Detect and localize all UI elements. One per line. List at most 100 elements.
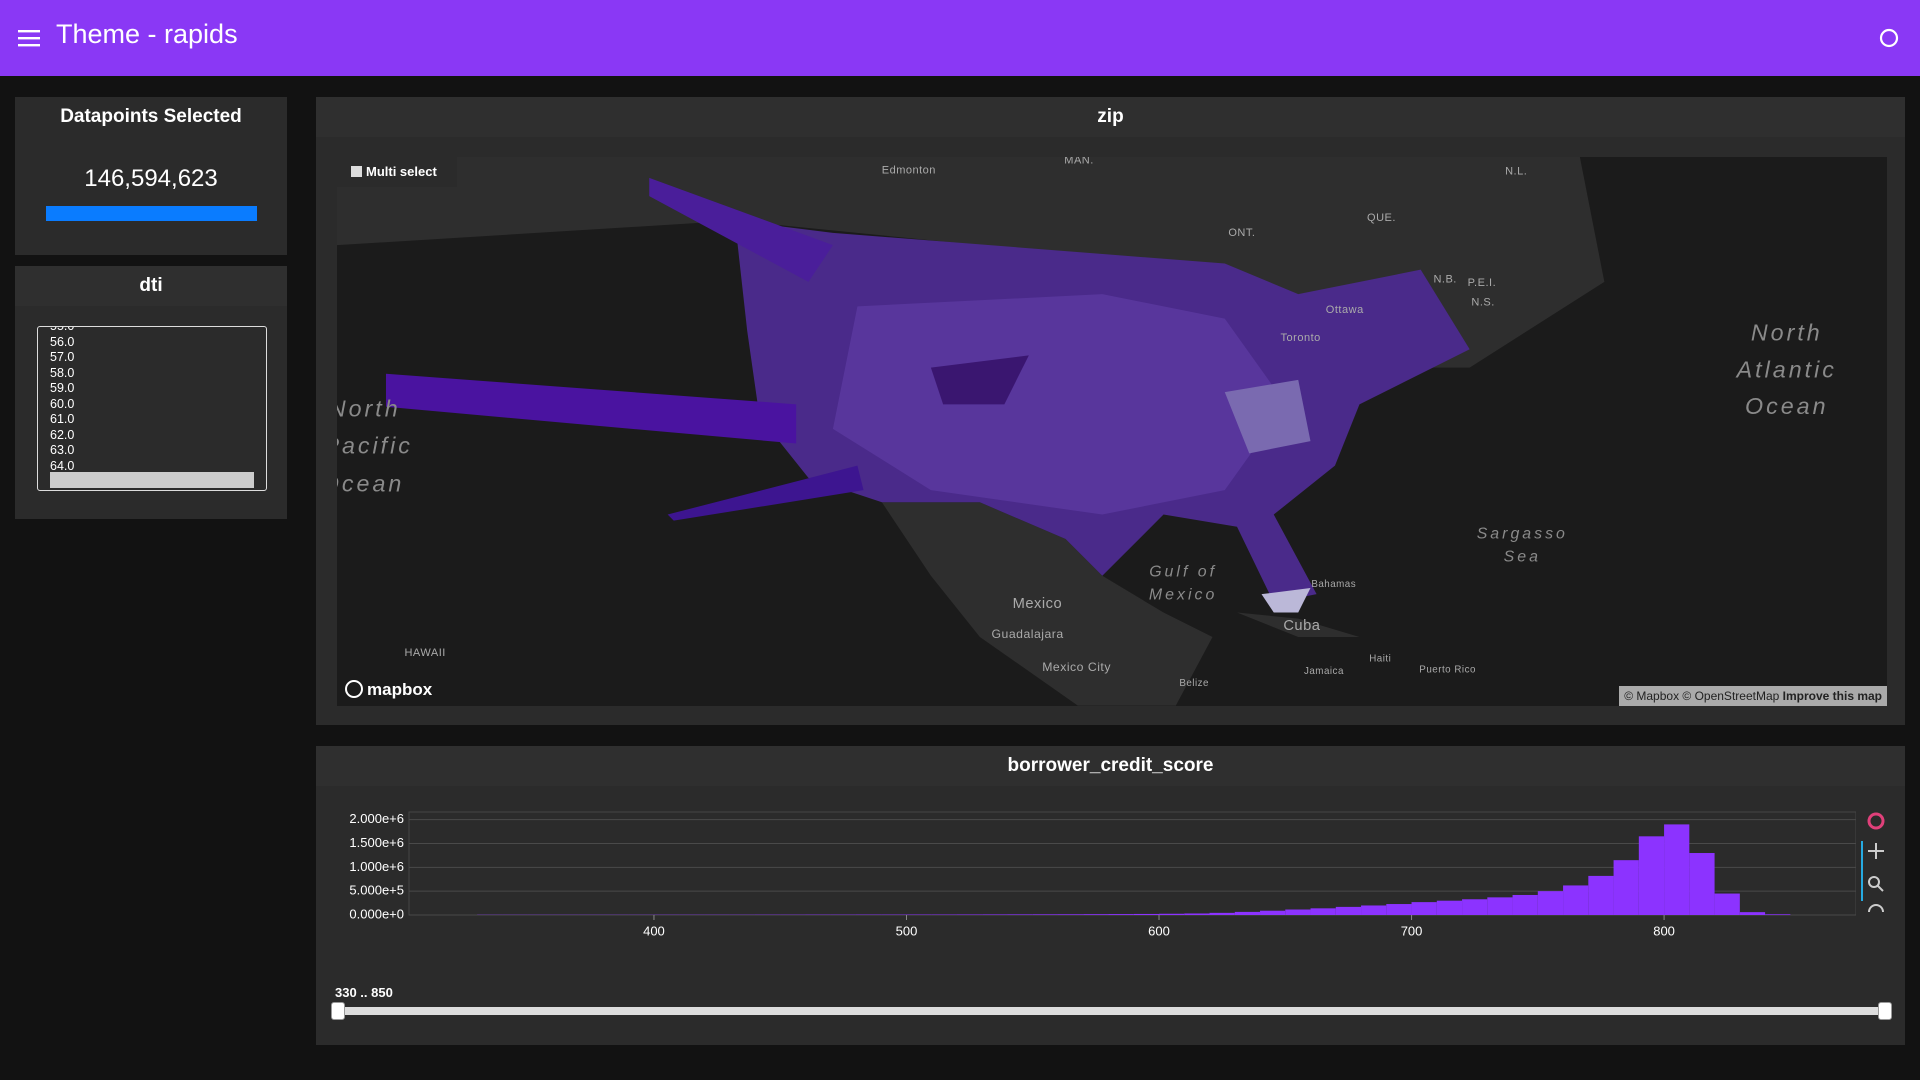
map-label: HAWAII <box>404 647 445 659</box>
map-label: Puerto Rico <box>1419 665 1476 676</box>
bar <box>1335 906 1362 915</box>
bar <box>1739 912 1766 915</box>
bar <box>1234 911 1261 915</box>
dti-panel: dti 55.0 56.0 57.0 58.0 59.0 60.0 61.0 62.0 63.0… <box>15 266 287 519</box>
y-tick-label: 5.000e+5 <box>349 883 404 898</box>
x-tick-label: 400 <box>643 923 665 938</box>
slider-handle[interactable] <box>331 1002 345 1020</box>
bar <box>1361 905 1387 915</box>
bokeh-logo[interactable] <box>1867 812 1885 830</box>
list-option[interactable]: 61.0 <box>50 412 75 426</box>
region-fill <box>930 355 1029 405</box>
map-label: North <box>337 396 401 422</box>
list-option[interactable]: 55.0 <box>50 326 75 333</box>
region-fill <box>385 373 797 444</box>
header: Theme - rapids <box>0 0 1920 76</box>
toolbar <box>1861 812 1885 913</box>
map-canvas: Edmonton MAN. ONT. QUE. N.L. N.B. P.E.I. N.S. Ot… <box>337 157 1837 706</box>
datapoints-value: 146,594,623 <box>84 165 218 192</box>
bar <box>1714 893 1740 915</box>
x-tick-label: 800 <box>1653 923 1675 938</box>
y-tick-label: 1.500e+6 <box>349 835 404 850</box>
logo-text: mapbox <box>367 680 433 699</box>
bar <box>1159 913 1185 915</box>
list-option[interactable]: 56.0 <box>50 334 75 349</box>
mapbox-logo[interactable]: mapbox <box>345 680 432 700</box>
map-label: Ocean <box>337 470 404 496</box>
panel-title: Datapoints Selected <box>60 106 242 127</box>
map-label: QUE. <box>1367 212 1396 224</box>
bar <box>1487 897 1513 915</box>
bar <box>1032 914 1059 915</box>
bar <box>1689 853 1715 915</box>
bar <box>982 914 1008 915</box>
improve-link[interactable]: Improve this map <box>1782 689 1882 703</box>
map-label: Mexico City <box>1042 660 1111 674</box>
map-label: N.S. <box>1471 297 1494 309</box>
map-label: Mexico <box>1013 596 1063 612</box>
multi-select-control[interactable]: Multi select <box>337 157 457 187</box>
bar <box>1386 904 1412 915</box>
map-label: Toronto <box>1281 332 1321 344</box>
list-option[interactable]: 62.0 <box>50 427 75 442</box>
list-option[interactable]: 63.0 <box>50 443 75 457</box>
bar <box>956 914 983 915</box>
bar <box>1108 914 1134 915</box>
bar <box>1209 912 1235 915</box>
map-label: Haiti <box>1369 654 1391 665</box>
zoom-tool[interactable] <box>1868 876 1884 892</box>
histogram: 0.000e+0 5.000e+5 1.000e+6 1.500e+6 2.000e+6… <box>349 811 1856 938</box>
app-title: Theme - rapids <box>56 19 238 49</box>
map-label: N.B. <box>1433 273 1456 285</box>
map-label: MAN. <box>1064 157 1094 167</box>
bar <box>1638 836 1665 915</box>
panel-title: zip <box>316 97 1905 137</box>
list-option[interactable]: 64.0 <box>50 458 75 473</box>
range-slider[interactable] <box>331 1002 1892 1020</box>
map[interactable]: Edmonton MAN. ONT. QUE. N.L. N.B. P.E.I. N.S. Ot… <box>337 157 1887 706</box>
x-tick-label: 700 <box>1401 923 1423 938</box>
menu-icon[interactable] <box>18 28 42 48</box>
bar <box>1310 908 1336 915</box>
multi-select-list[interactable]: 55.0 56.0 57.0 58.0 59.0 60.0 61.0 62.0 63.0 64.0 <box>37 326 267 491</box>
panel-title: borrower_credit_score <box>316 746 1905 786</box>
y-tick-label: 0.000e+0 <box>349 906 404 921</box>
reset-tool[interactable] <box>1868 904 1884 913</box>
scrollbar[interactable] <box>50 472 254 488</box>
x-tick-label: 600 <box>1148 923 1170 938</box>
bar <box>1260 910 1286 915</box>
region-fill <box>649 177 833 282</box>
attribution-text[interactable]: © Mapbox © OpenStreetMap <box>1624 689 1780 703</box>
bar <box>1462 899 1488 915</box>
list-option[interactable]: 58.0 <box>50 365 75 380</box>
map-label: Atlantic <box>1735 356 1837 382</box>
bar <box>1083 914 1109 915</box>
bar <box>1563 885 1589 915</box>
land <box>1237 612 1360 638</box>
map-label: ONT. <box>1228 227 1255 239</box>
attribution: © Mapbox © OpenStreetMap Improve this ma… <box>1619 686 1887 706</box>
list-option[interactable]: 59.0 <box>50 381 75 395</box>
bar <box>1411 902 1437 915</box>
bar <box>1184 913 1210 915</box>
bar <box>1664 824 1690 915</box>
y-tick-label: 2.000e+6 <box>349 811 404 826</box>
map-label: Ottawa <box>1326 304 1364 316</box>
bar <box>1588 875 1614 915</box>
checkbox-label[interactable]: Multi select <box>366 164 437 179</box>
map-label: Sea <box>1504 549 1541 566</box>
bar <box>1436 900 1463 915</box>
region-fill <box>1261 588 1311 613</box>
map-label: Belize <box>1179 678 1209 689</box>
histogram-panel: borrower_credit_score 330 .. 850 <box>316 746 1905 1045</box>
list-option[interactable]: 57.0 <box>50 350 75 364</box>
slider-handle[interactable] <box>1878 1002 1892 1020</box>
bar <box>1765 914 1791 915</box>
pan-tool[interactable] <box>1868 843 1884 859</box>
map-label: Sargasso <box>1477 525 1568 542</box>
region-fill <box>832 294 1286 515</box>
bar <box>1537 891 1564 915</box>
bar <box>1512 894 1538 915</box>
list-option[interactable]: 60.0 <box>50 396 75 411</box>
